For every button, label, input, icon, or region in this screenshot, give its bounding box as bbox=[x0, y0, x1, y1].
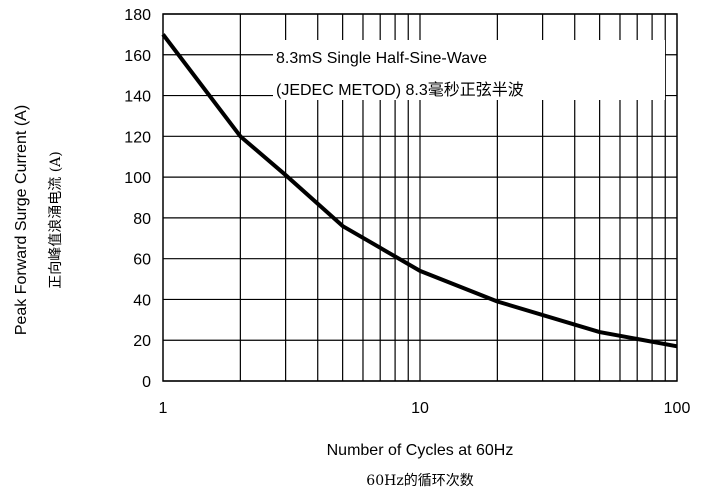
x-tick-label: 10 bbox=[411, 400, 429, 417]
y-tick-label: 80 bbox=[133, 211, 151, 228]
y-tick-label: 140 bbox=[124, 89, 151, 106]
x-tick-label: 1 bbox=[159, 400, 168, 417]
y-tick-label: 20 bbox=[133, 333, 151, 350]
y-tick-label: 40 bbox=[133, 292, 151, 309]
surge-current-curve bbox=[161, 33, 678, 349]
annotation-background bbox=[273, 40, 665, 100]
annotation-line-2: (JEDEC METOD) 8.3毫秒正弦半波 bbox=[276, 80, 524, 99]
y-axis-label-chinese: 正向峰值浪涌电流 (A) bbox=[48, 151, 64, 288]
plot-frame bbox=[162, 13, 678, 382]
x-tick-label: 100 bbox=[664, 400, 691, 417]
y-tick-label: 160 bbox=[124, 48, 151, 65]
y-tick-label: 120 bbox=[124, 129, 151, 146]
y-tick-label: 180 bbox=[124, 7, 151, 24]
y-tick-label: 0 bbox=[142, 374, 151, 391]
x-axis-label: Number of Cycles at 60Hz bbox=[327, 442, 514, 459]
annotation-line-1: 8.3mS Single Half-Sine-Wave bbox=[276, 50, 487, 67]
x-axis-label-chinese: 60Hz的循环次数 bbox=[366, 473, 473, 489]
y-tick-label: 100 bbox=[124, 170, 151, 187]
x-axis-tick-labels: 1 10 100 bbox=[159, 400, 691, 417]
y-tick-label: 60 bbox=[133, 252, 151, 269]
y-axis-label: Peak Forward Surge Current (A) bbox=[13, 105, 30, 335]
y-axis-tick-labels: 0 20 40 60 80 100 120 140 160 180 bbox=[124, 7, 151, 391]
